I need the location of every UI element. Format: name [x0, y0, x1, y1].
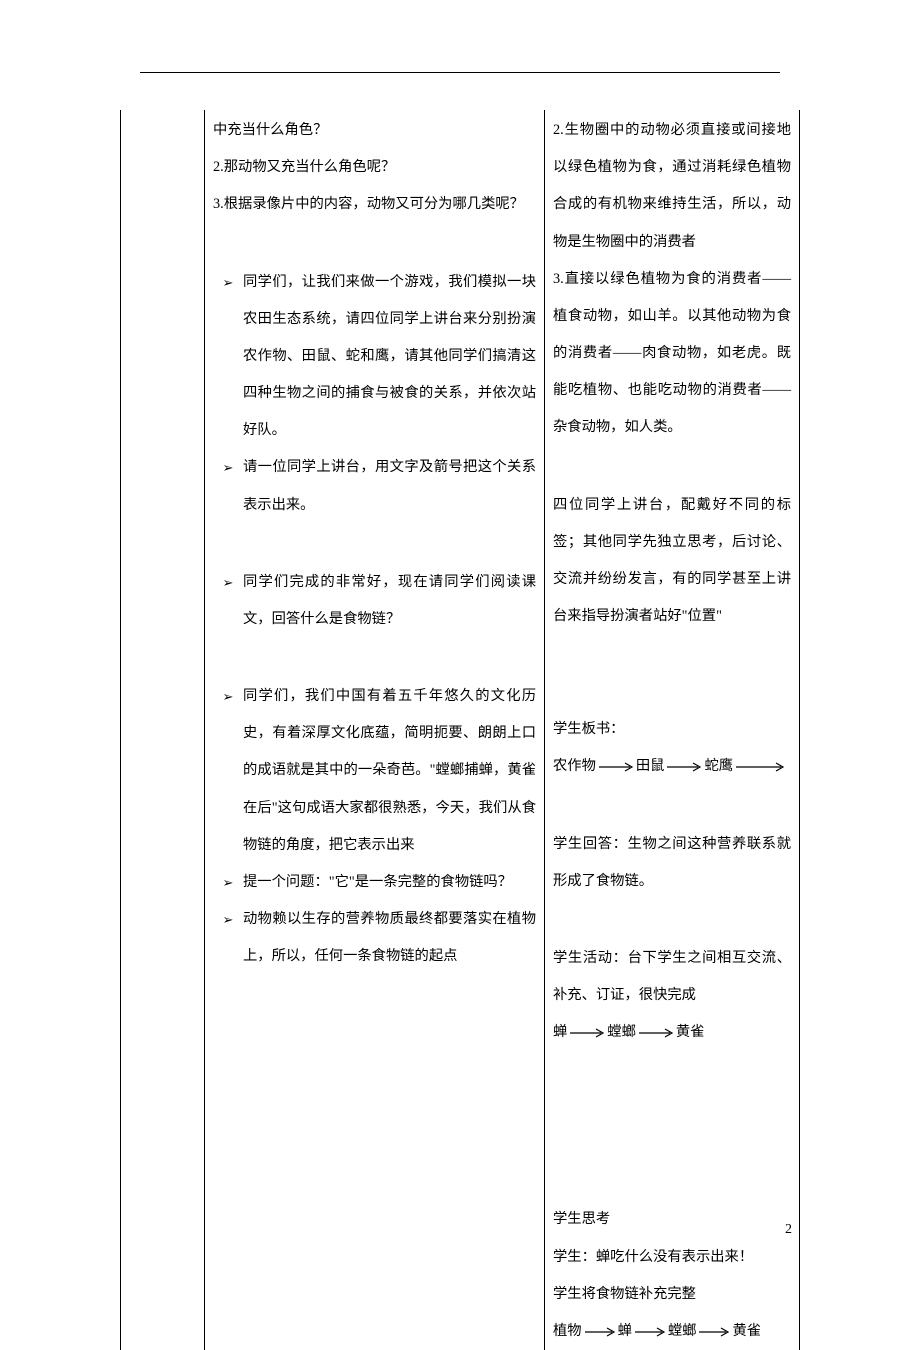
student-think: 学生思考 — [553, 1201, 791, 1238]
chain-node: 植物 — [553, 1313, 582, 1350]
top-block: 中充当什么角色？ 2.那动物又充当什么角色呢？ 3.根据录像片中的内容，动物又可… — [213, 112, 536, 224]
food-chain-2: 蝉 螳螂 黄雀 — [553, 1014, 791, 1051]
spacer — [213, 224, 536, 264]
chain-node: 农作物 — [553, 748, 596, 785]
chain-node: 黄雀 — [676, 1014, 705, 1051]
spacer — [213, 524, 536, 564]
bullet-item: ➢ 提一个问题："它"是一条完整的食物链吗？ — [213, 864, 536, 901]
col-left-blank — [121, 110, 205, 1350]
bullet-text: 同学们完成的非常好，现在请同学们阅读课文，回答什么是食物链？ — [243, 564, 536, 638]
para: 3.根据录像片中的内容，动物又可分为哪几类呢？ — [213, 186, 536, 223]
col-student: 2.生物圈中的动物必须直接或间接地以绿色植物为食，通过消耗绿色植物合成的有机物来… — [545, 110, 800, 1350]
bullet-item: ➢ 动物赖以生存的营养物质最终都要落实在植物上，所以，任何一条食物链的起点 — [213, 901, 536, 975]
arrow-icon — [569, 1027, 605, 1039]
bullet-icon: ➢ — [213, 264, 243, 301]
para: 2.那动物又充当什么角色呢？ — [213, 149, 536, 186]
bullet-text: 请一位同学上讲台，用文字及箭号把这个关系表示出来。 — [243, 449, 536, 523]
spacer — [553, 635, 791, 711]
chain-node: 螳螂 — [668, 1313, 697, 1350]
chain-node: 黄雀 — [732, 1313, 761, 1350]
bullet-text: 同学们，让我们来做一个游戏，我们模拟一块农田生态系统，请四位同学上讲台来分别扮演… — [243, 264, 536, 450]
bullet-icon: ➢ — [213, 901, 243, 938]
bullet-text: 提一个问题："它"是一条完整的食物链吗？ — [243, 864, 536, 901]
bullet-item: ➢ 同学们完成的非常好，现在请同学们阅读课文，回答什么是食物链？ — [213, 564, 536, 638]
student-say: 学生：蝉吃什么没有表示出来！ — [553, 1239, 791, 1276]
chain-node: 田鼠 — [636, 748, 665, 785]
content-wrapper: 中充当什么角色？ 2.那动物又充当什么角色呢？ 3.根据录像片中的内容，动物又可… — [120, 110, 800, 1350]
bullet-icon: ➢ — [213, 864, 243, 901]
arrow-icon — [666, 761, 702, 773]
spacer — [213, 638, 536, 678]
bullet-item: ➢ 同学们，让我们来做一个游戏，我们模拟一块农田生态系统，请四位同学上讲台来分别… — [213, 264, 536, 450]
spacer — [553, 786, 791, 826]
table-row: 中充当什么角色？ 2.那动物又充当什么角色呢？ 3.根据录像片中的内容，动物又可… — [121, 110, 800, 1350]
student-answer: 学生回答：生物之间这种营养联系就形成了食物链。 — [553, 826, 791, 900]
arrow-icon — [638, 1027, 674, 1039]
student-activity: 学生活动：台下学生之间相互交流、补充、订证，很快完成 — [553, 940, 791, 1014]
spacer — [553, 1051, 791, 1201]
spacer — [553, 447, 791, 487]
bullet-item: ➢ 同学们，我们中国有着五千年悠久的文化历史，有着深厚文化底蕴，简明扼要、朗朗上… — [213, 678, 536, 864]
arrow-icon — [634, 1326, 666, 1338]
student-board-label: 学生板书： — [553, 711, 791, 748]
chain-node: 蝉 — [553, 1014, 567, 1051]
bullet-icon: ➢ — [213, 449, 243, 486]
chain-node: 蛇鹰 — [704, 748, 733, 785]
student-complete: 学生将食物链补充完整 — [553, 1276, 791, 1313]
bullet-text: 动物赖以生存的营养物质最终都要落实在植物上，所以，任何一条食物链的起点 — [243, 901, 536, 975]
page-number: 2 — [785, 1222, 792, 1238]
spacer — [553, 900, 791, 940]
arrow-icon — [735, 761, 785, 773]
chain-node: 螳螂 — [607, 1014, 636, 1051]
bullet-icon: ➢ — [213, 678, 243, 715]
main-table: 中充当什么角色？ 2.那动物又充当什么角色呢？ 3.根据录像片中的内容，动物又可… — [120, 110, 800, 1350]
bullet-item: ➢ 请一位同学上讲台，用文字及箭号把这个关系表示出来。 — [213, 449, 536, 523]
para: 3.直接以绿色植物为食的消费者——植食动物，如山羊。以其他动物为食的消费者——肉… — [553, 261, 791, 447]
student-response: 四位同学上讲台，配戴好不同的标签；其他同学先独立思考，后讨论、交流并纷纷发言，有… — [553, 487, 791, 636]
bullet-icon: ➢ — [213, 564, 243, 601]
arrow-icon — [584, 1326, 616, 1338]
arrow-icon — [598, 761, 634, 773]
top-block: 2.生物圈中的动物必须直接或间接地以绿色植物为食，通过消耗绿色植物合成的有机物来… — [553, 112, 791, 447]
arrow-icon — [698, 1326, 730, 1338]
food-chain-3: 植物 蝉 螳螂 黄雀 — [553, 1313, 791, 1350]
bullet-text: 同学们，我们中国有着五千年悠久的文化历史，有着深厚文化底蕴，简明扼要、朗朗上口的… — [243, 678, 536, 864]
chain-node: 蝉 — [618, 1313, 632, 1350]
para: 中充当什么角色？ — [213, 112, 536, 149]
header-rule — [140, 72, 780, 73]
food-chain-1: 农作物 田鼠 蛇鹰 — [553, 748, 791, 785]
col-teacher: 中充当什么角色？ 2.那动物又充当什么角色呢？ 3.根据录像片中的内容，动物又可… — [205, 110, 545, 1350]
para: 2.生物圈中的动物必须直接或间接地以绿色植物为食，通过消耗绿色植物合成的有机物来… — [553, 112, 791, 261]
